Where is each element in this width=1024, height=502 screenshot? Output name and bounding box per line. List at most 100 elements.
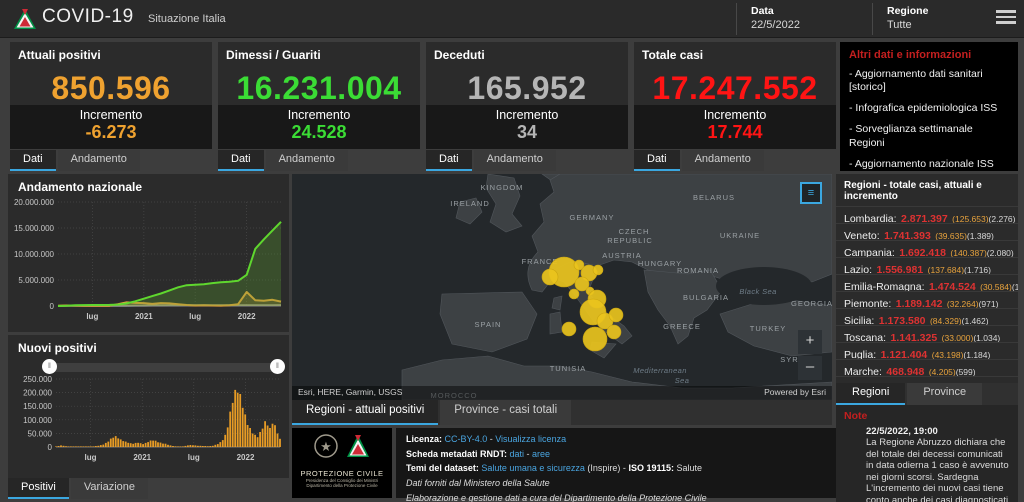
note-panel[interactable]: Note 22/5/2022, 19:00 La Regione Abruzzo… [836, 405, 1018, 502]
tab-positivi[interactable]: Positivi [8, 478, 69, 499]
region-row[interactable]: Emilia-Romagna: 1.474.524 (30.584)(1.688… [836, 274, 1018, 291]
map-country-label: TURKEY [750, 324, 786, 333]
map-country-label: SYRIA [780, 355, 808, 364]
region-row[interactable]: Marche: 468.948 (4.205)(599) [836, 359, 1018, 376]
license-link[interactable]: dati [509, 448, 525, 459]
svg-text:5.000.000: 5.000.000 [18, 276, 54, 285]
date-field[interactable]: Data 22/5/2022 [736, 3, 866, 35]
stat-value: 16.231.004 [236, 70, 402, 106]
map-zoom-out-button[interactable]: – [798, 356, 822, 380]
slider-handle-right[interactable]: ‖ [270, 359, 285, 374]
chart-series-dimessi-guariti [57, 221, 282, 307]
tab-dati-guariti[interactable]: Dati [218, 150, 264, 171]
svg-text:0: 0 [50, 302, 55, 311]
region-row[interactable]: Campania: 1.692.418 (140.387)(2.080) [836, 240, 1018, 257]
region-list-header: Regioni - totale casi, attuali e increme… [844, 180, 982, 202]
svg-text:2022: 2022 [238, 312, 256, 321]
svg-text:2022: 2022 [237, 453, 255, 462]
map-zoom-in-button[interactable]: + [798, 330, 822, 354]
license-row: Temi del dataset: Salute umana e sicurez… [406, 463, 703, 474]
svg-text:lug: lug [188, 453, 200, 462]
tab-andamento-attuali[interactable]: Andamento [57, 150, 140, 171]
logo-subtitle: Dipartimento della Protezione Civile [306, 483, 378, 488]
map-country-label: MOROCCO [431, 391, 478, 400]
other-info-link[interactable]: - Aggiornamento nazionale ISS [849, 157, 994, 170]
other-info-link[interactable]: - Sorveglianza settimanale Regioni [849, 123, 973, 149]
tab-map-regioni[interactable]: Regioni - attuali positivi [292, 400, 439, 425]
map-country-label: KINGDOM [481, 183, 524, 192]
time-range-slider[interactable]: ‖ ‖ [42, 359, 285, 375]
tab-dati-totale[interactable]: Dati [634, 150, 680, 171]
tab-map-province[interactable]: Province - casi totali [440, 400, 572, 425]
logo-subtitle: Presidenza del Consiglio dei Ministri [305, 478, 379, 483]
hamburger-menu-icon[interactable] [996, 10, 1016, 26]
license-link[interactable]: CC-BY-4.0 [444, 434, 488, 444]
other-info-panel: Altri dati e informazioni - Aggiornament… [840, 42, 1018, 171]
other-info-link[interactable]: - Infografica epidemiologica ISS [849, 102, 998, 115]
license-link[interactable]: Visualizza licenza [495, 434, 567, 444]
nuovi-positivi-chart: 250.000 200.000 150.000 100.000 50.000 0 lug 20… [23, 375, 281, 462]
tab-andamento-guariti[interactable]: Andamento [265, 150, 348, 171]
tab-andamento-deceduti[interactable]: Andamento [473, 150, 556, 171]
slider-track[interactable] [48, 363, 279, 372]
tab-dati-deceduti[interactable]: Dati [426, 150, 472, 171]
tab-regioni[interactable]: Regioni [836, 383, 906, 405]
tab-province[interactable]: Province [907, 383, 983, 405]
map-legend-button[interactable]: ≡ [800, 182, 822, 204]
logo-title: PROTEZIONE CIVILE [300, 469, 384, 478]
license-row: Dati forniti dal Ministero della Salute [406, 478, 550, 489]
slider-handle-left[interactable]: ‖ [42, 359, 57, 374]
map-bubble-marker[interactable] [573, 259, 585, 271]
chart-title: Nuovi positivi [18, 341, 97, 355]
tab-andamento-totale[interactable]: Andamento [681, 150, 764, 171]
svg-text:250.000: 250.000 [23, 375, 52, 384]
region-row[interactable]: Veneto: 1.741.393 (39.635)(1.389) [836, 223, 1018, 240]
region-selector[interactable]: Regione Tutte [872, 3, 992, 35]
region-row[interactable]: Lombardia: 2.871.397 (125.653)(2.276) [836, 206, 1018, 223]
andamento-nazionale-panel: Andamento nazionale 20.000.000 15.000.000… [8, 174, 289, 332]
chart-title: Andamento nazionale [18, 180, 143, 194]
region-row[interactable]: Piemonte: 1.189.142 (32.264)(971) [836, 291, 1018, 308]
italy-emblem-and-pc-logo-icon: ★ [314, 434, 369, 458]
region-row[interactable]: Sicilia: 1.173.580 (84.329)(1.462) [836, 308, 1018, 325]
map-bubble-marker[interactable] [574, 276, 590, 292]
region-row[interactable]: Lazio: 1.556.981 (137.684)(1.716) [836, 257, 1018, 274]
stat-value: 850.596 [51, 70, 171, 106]
map-bubble-marker[interactable] [582, 326, 608, 352]
svg-text:2021: 2021 [133, 453, 151, 462]
map-bubble-marker[interactable] [541, 268, 559, 286]
svg-text:lug: lug [189, 312, 201, 321]
map-country-label: GREECE [663, 322, 701, 331]
region-row[interactable]: Toscana: 1.141.325 (33.000)(1.034) [836, 325, 1018, 342]
map-country-label: Sea [675, 376, 690, 385]
other-info-title: Altri dati e informazioni [849, 49, 972, 61]
tab-variazione[interactable]: Variazione [70, 478, 149, 499]
map-country-label: Mediterranean [633, 366, 687, 375]
app-header: COVID-19 Situazione Italia Data 22/5/202… [0, 0, 1024, 38]
stat-increment: 17.744 [707, 122, 763, 142]
tab-dati-attuali[interactable]: Dati [10, 150, 56, 171]
map-country-label: IRELAND [450, 199, 490, 208]
map-bubble-marker[interactable] [561, 321, 577, 337]
region-row[interactable]: Puglia: 1.121.404 (43.198)(1.184) [836, 342, 1018, 359]
map-bubble-marker[interactable] [606, 324, 622, 340]
map-country-label: AUSTRIA [602, 251, 642, 260]
map-bubble-marker[interactable] [568, 288, 580, 300]
map-country-label: BULGARIA [683, 293, 729, 302]
svg-text:15.000.000: 15.000.000 [14, 224, 55, 233]
map-country-label: Black Sea [739, 287, 776, 296]
stat-panel-deceduti: Deceduti 165.952 Incremento 34 [426, 42, 628, 149]
svg-text:100.000: 100.000 [23, 416, 52, 425]
license-row: Licenza: CC-BY-4.0 - Visualizza licenza [406, 434, 567, 444]
svg-text:50.000: 50.000 [28, 429, 53, 438]
stat-increment: 24.528 [291, 122, 347, 142]
map-bubble-marker[interactable] [592, 264, 604, 276]
license-link[interactable]: aree [532, 448, 551, 459]
license-link[interactable]: Salute umana e sicurezza [481, 463, 585, 474]
europe-map[interactable]: KINGDOM IRELAND GERMANY CZECH REPUBLIC BELARU… [292, 174, 832, 400]
other-info-link[interactable]: - Aggiornamento dati sanitari [storico] [849, 68, 983, 94]
license-row: Scheda metadati RNDT: dati - aree [406, 448, 551, 459]
page-subtitle: Situazione Italia [148, 13, 226, 25]
map-bubble-marker[interactable] [608, 307, 624, 323]
